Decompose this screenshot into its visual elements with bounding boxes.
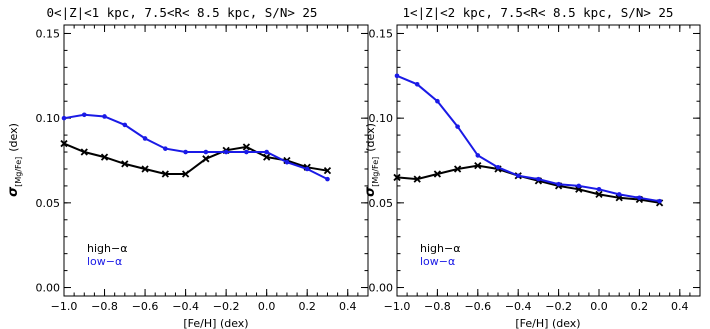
data-point-low-alpha [616, 192, 622, 197]
y-tick-label: 0.05 [36, 197, 61, 210]
ticks: −1.0 −0.8 −0.6 −0.4 −0.2 0.0 0.2 0.4 0.00 0.05 0.1… [369, 25, 701, 313]
y-tick-label: 0.10 [369, 112, 394, 125]
data-point-high-alpha [242, 143, 251, 151]
legend-entry: high−α [420, 242, 460, 255]
data-point-low-alpha [102, 114, 107, 119]
x-tick-label: −0.2 [213, 300, 240, 313]
data-point-high-alpha [121, 160, 129, 168]
data-point-low-alpha [435, 98, 440, 104]
y-axis-label: σ[Mg/Fe] (dex) [6, 123, 23, 197]
data-point-high-alpha [323, 167, 332, 175]
data-point-low-alpha [576, 183, 582, 189]
data-point-low-alpha [163, 146, 168, 151]
data-point-high-alpha [181, 170, 190, 178]
x-axis-label: [Fe/H] (dex) [183, 317, 248, 329]
x-tick-label: 0.0 [258, 300, 276, 313]
data-point-low-alpha [142, 136, 148, 141]
chart-title: 1<|Z|<2 kpc, 7.5<R< 8.5 kpc, S/N> 25 [403, 5, 674, 20]
x-tick-label: 0.4 [339, 300, 357, 313]
data-point-low-alpha [475, 153, 481, 158]
y-tick-label: 0.00 [369, 282, 394, 295]
data-point-low-alpha [536, 176, 541, 182]
panel-right: 1<|Z|<2 kpc, 7.5<R< 8.5 kpc, S/N> 25 −1.… [363, 5, 701, 329]
data-point-low-alpha [515, 173, 521, 179]
data-point-low-alpha [657, 198, 662, 204]
series [60, 112, 332, 182]
y-axis-label-unit: (dex) [7, 123, 20, 152]
y-axis-label-subscript: [Mg/Fe] [14, 157, 23, 187]
x-tick-label: −0.4 [505, 300, 532, 313]
data-point-low-alpha [495, 164, 501, 170]
data-point-low-alpha [264, 149, 269, 155]
data-point-high-alpha [474, 161, 482, 170]
x-tick-label: 0.2 [631, 300, 649, 313]
data-point-high-alpha [60, 139, 68, 148]
y-axis-label-sigma: σ [6, 186, 21, 197]
data-point-low-alpha [122, 122, 128, 128]
series-line-low-alpha [396, 74, 660, 203]
y-tick-label: 0.15 [369, 27, 394, 40]
legend-entry: high−α [87, 242, 127, 255]
y-axis-label-sigma: σ [363, 186, 378, 197]
data-point-low-alpha [244, 149, 249, 155]
data-point-low-alpha [556, 181, 561, 187]
data-point-high-alpha [393, 173, 401, 182]
series-line-low-alpha [63, 113, 328, 180]
data-point-low-alpha [223, 149, 229, 155]
data-point-high-alpha [595, 190, 603, 199]
y-axis-label-unit: (dex) [364, 123, 377, 152]
data-point-low-alpha [394, 73, 400, 79]
x-tick-label: −0.8 [91, 300, 118, 313]
x-tick-label: 0.2 [298, 300, 316, 313]
chart-title: 0<|Z|<1 kpc, 7.5<R< 8.5 kpc, S/N> 25 [47, 5, 318, 20]
x-tick-label: 0.4 [671, 300, 689, 313]
y-tick-label: 0.10 [36, 112, 61, 125]
data-point-low-alpha [637, 195, 642, 201]
x-tick-label: 0.0 [590, 300, 608, 313]
y-tick-label: 0.00 [36, 282, 61, 295]
legend-entry: low−α [87, 255, 122, 268]
data-point-low-alpha [414, 81, 420, 87]
data-point-high-alpha [141, 165, 149, 173]
data-point-low-alpha [183, 149, 188, 155]
x-tick-label: −0.4 [172, 300, 199, 313]
x-tick-label: −0.6 [464, 300, 491, 313]
data-point-high-alpha [161, 170, 169, 178]
ticks: −1.0 −0.8 −0.6 −0.4 −0.2 0.0 0.2 0.4 0.00 0.05 0.1… [36, 25, 369, 313]
data-point-low-alpha [455, 124, 460, 129]
panel-left: 0<|Z|<1 kpc, 7.5<R< 8.5 kpc, S/N> 25 −1.… [6, 5, 369, 329]
data-point-high-alpha [413, 175, 421, 183]
data-point-high-alpha [615, 194, 623, 202]
data-point-high-alpha [202, 155, 210, 163]
x-tick-label: −0.2 [545, 300, 572, 313]
y-tick-label: 0.15 [36, 27, 61, 40]
data-point-low-alpha [284, 159, 290, 165]
y-axis-label: σ[Mg/Fe] (dex) [363, 123, 380, 197]
legend-entry: low−α [420, 255, 455, 268]
data-point-high-alpha [100, 153, 109, 161]
x-axis-label: [Fe/H] (dex) [515, 317, 580, 329]
data-point-low-alpha [304, 166, 310, 172]
data-point-low-alpha [81, 112, 87, 118]
data-point-high-alpha [575, 185, 583, 193]
y-axis-label-subscript: [Mg/Fe] [371, 157, 380, 187]
data-point-low-alpha [61, 115, 67, 121]
x-tick-label: −1.0 [384, 300, 411, 313]
data-point-high-alpha [263, 153, 271, 161]
x-tick-label: −1.0 [51, 300, 78, 313]
y-tick-label: 0.05 [369, 197, 394, 210]
data-point-high-alpha [453, 165, 462, 173]
data-point-high-alpha [433, 170, 442, 178]
x-tick-label: −0.6 [132, 300, 159, 313]
x-tick-label: −0.8 [424, 300, 451, 313]
data-point-low-alpha [325, 176, 330, 182]
data-point-low-alpha [203, 149, 209, 155]
data-point-low-alpha [596, 186, 602, 192]
data-point-high-alpha [80, 148, 88, 156]
series [393, 73, 664, 207]
